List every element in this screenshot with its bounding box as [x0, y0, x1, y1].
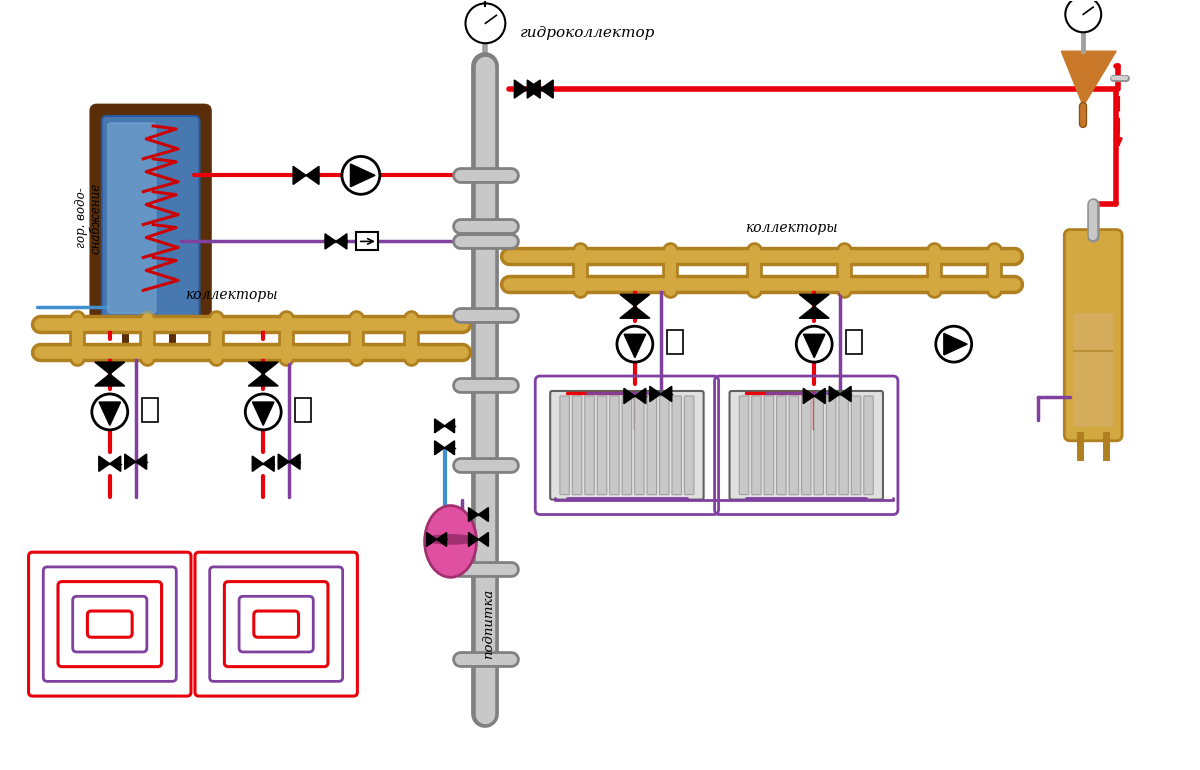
Polygon shape: [815, 388, 826, 403]
FancyBboxPatch shape: [635, 396, 644, 494]
Polygon shape: [661, 387, 672, 402]
FancyBboxPatch shape: [739, 396, 749, 494]
Circle shape: [617, 326, 653, 362]
Text: подпитка: подпитка: [482, 589, 496, 659]
Circle shape: [342, 156, 379, 194]
FancyBboxPatch shape: [560, 396, 569, 494]
Polygon shape: [620, 306, 650, 318]
Polygon shape: [944, 333, 967, 355]
Polygon shape: [479, 507, 488, 521]
Polygon shape: [620, 294, 650, 306]
FancyBboxPatch shape: [584, 396, 594, 494]
FancyBboxPatch shape: [622, 396, 631, 494]
Polygon shape: [125, 454, 136, 470]
Circle shape: [936, 326, 972, 362]
Circle shape: [245, 394, 281, 430]
Text: гор. водо-
снабжение: гор. водо- снабжение: [74, 182, 103, 254]
Ellipse shape: [425, 534, 476, 545]
Polygon shape: [248, 362, 278, 374]
Polygon shape: [840, 387, 851, 402]
Polygon shape: [350, 164, 376, 186]
Polygon shape: [624, 388, 635, 403]
Polygon shape: [263, 456, 274, 471]
FancyBboxPatch shape: [572, 396, 582, 494]
FancyBboxPatch shape: [91, 105, 210, 331]
Polygon shape: [306, 166, 319, 185]
FancyBboxPatch shape: [814, 396, 823, 494]
Text: гидроколлектор: гидроколлектор: [521, 26, 655, 40]
Polygon shape: [540, 80, 553, 98]
Circle shape: [797, 326, 832, 362]
FancyBboxPatch shape: [851, 396, 860, 494]
Polygon shape: [95, 374, 125, 386]
FancyBboxPatch shape: [827, 396, 836, 494]
Polygon shape: [136, 454, 146, 470]
Polygon shape: [468, 533, 479, 547]
Polygon shape: [325, 234, 336, 249]
FancyBboxPatch shape: [846, 330, 862, 354]
Text: коллекторы: коллекторы: [745, 220, 838, 235]
Ellipse shape: [425, 506, 476, 578]
Polygon shape: [444, 419, 455, 433]
FancyBboxPatch shape: [108, 123, 156, 313]
Polygon shape: [650, 387, 661, 402]
Circle shape: [92, 394, 127, 430]
Circle shape: [466, 3, 505, 43]
Polygon shape: [98, 456, 109, 471]
Polygon shape: [799, 294, 829, 306]
Polygon shape: [336, 234, 347, 249]
FancyBboxPatch shape: [598, 396, 607, 494]
Polygon shape: [100, 402, 120, 425]
FancyBboxPatch shape: [647, 396, 656, 494]
Polygon shape: [799, 306, 829, 318]
FancyBboxPatch shape: [672, 396, 682, 494]
Polygon shape: [248, 374, 278, 386]
Text: коллекторы: коллекторы: [185, 288, 277, 303]
FancyBboxPatch shape: [550, 391, 703, 500]
Circle shape: [1066, 0, 1102, 32]
Polygon shape: [109, 456, 121, 471]
Polygon shape: [95, 362, 125, 374]
Polygon shape: [278, 454, 289, 470]
FancyBboxPatch shape: [730, 391, 883, 500]
FancyBboxPatch shape: [295, 398, 311, 422]
Polygon shape: [434, 419, 444, 433]
Polygon shape: [1061, 52, 1116, 106]
Polygon shape: [252, 402, 274, 425]
FancyBboxPatch shape: [839, 396, 848, 494]
Polygon shape: [527, 80, 540, 98]
FancyBboxPatch shape: [356, 233, 378, 250]
Polygon shape: [479, 533, 488, 547]
Polygon shape: [293, 166, 306, 185]
Polygon shape: [635, 388, 646, 403]
Polygon shape: [252, 456, 263, 471]
Polygon shape: [804, 334, 824, 357]
FancyBboxPatch shape: [660, 396, 670, 494]
FancyBboxPatch shape: [667, 330, 683, 354]
FancyBboxPatch shape: [864, 396, 874, 494]
FancyBboxPatch shape: [142, 398, 157, 422]
FancyBboxPatch shape: [610, 396, 619, 494]
Polygon shape: [527, 80, 540, 98]
FancyBboxPatch shape: [802, 396, 811, 494]
Polygon shape: [444, 440, 455, 455]
FancyBboxPatch shape: [102, 116, 199, 320]
Polygon shape: [468, 507, 479, 521]
FancyBboxPatch shape: [1064, 229, 1122, 440]
FancyBboxPatch shape: [751, 396, 761, 494]
FancyBboxPatch shape: [790, 396, 798, 494]
Polygon shape: [829, 387, 840, 402]
FancyBboxPatch shape: [684, 396, 694, 494]
Polygon shape: [515, 80, 527, 98]
FancyBboxPatch shape: [764, 396, 774, 494]
Polygon shape: [434, 440, 444, 455]
Polygon shape: [427, 533, 437, 547]
FancyBboxPatch shape: [1073, 313, 1114, 427]
Polygon shape: [289, 454, 300, 470]
Polygon shape: [803, 388, 815, 403]
Polygon shape: [624, 334, 646, 357]
Polygon shape: [437, 533, 446, 547]
FancyBboxPatch shape: [776, 396, 786, 494]
